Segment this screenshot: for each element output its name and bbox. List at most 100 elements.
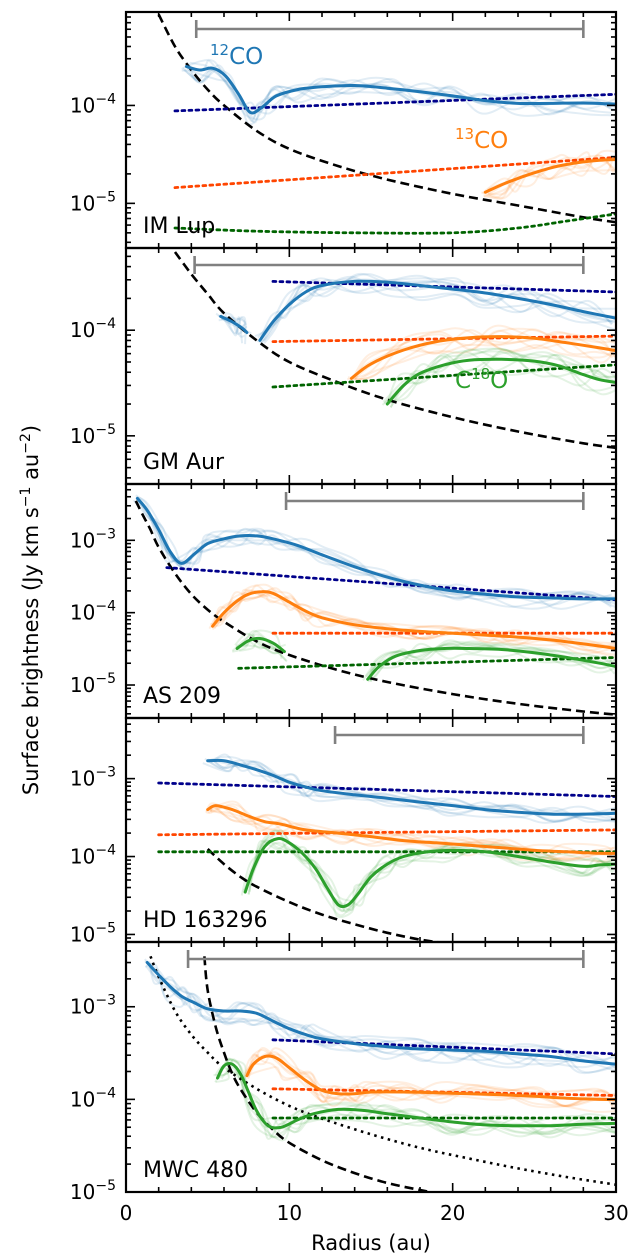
- x-axis-title: Radius (au): [311, 1231, 431, 1255]
- model-fit-12co: [165, 566, 616, 602]
- y-axis-title-sup1: −1: [18, 487, 34, 508]
- plot-area: [157, 753, 616, 942]
- y-tick-label-base: 10: [70, 93, 95, 117]
- profile-line-12co: [184, 65, 616, 115]
- y-tick-label-exponent: −3: [95, 765, 116, 781]
- sample-curve-c18o: [242, 829, 614, 913]
- model-fit-12co: [173, 92, 616, 113]
- sample-curve-c18o: [220, 1058, 616, 1138]
- sample-curve-c18o: [243, 829, 614, 917]
- limit-curve: [173, 251, 616, 450]
- plot-area: [143, 955, 616, 1192]
- sample-curve-12co: [220, 312, 246, 328]
- sample-curve-c18o: [234, 632, 285, 655]
- y-tick-label: 10−4: [70, 91, 116, 117]
- sample-curve-12co: [211, 758, 616, 822]
- sample-curve-12co: [148, 960, 616, 1069]
- sample-curve-c18o: [214, 1058, 616, 1139]
- plot-area: [157, 13, 616, 235]
- model-fit-12co: [271, 1038, 616, 1056]
- sample-curve-13co: [480, 151, 616, 200]
- y-tick-label-exponent: −3: [95, 993, 116, 1009]
- sample-curve-12co: [138, 501, 616, 609]
- sample-curve-c18o: [235, 629, 283, 659]
- species-label-c18o: C18O: [455, 365, 508, 394]
- sample-curve-13co: [213, 583, 616, 648]
- sample-curve-12co: [259, 278, 616, 341]
- species-label-superscript: 13: [455, 125, 474, 143]
- sample-curve-13co: [485, 149, 616, 200]
- y-axis-title-sup2: −2: [18, 433, 34, 454]
- y-tick-label-exponent: −4: [95, 599, 116, 615]
- sample-curve-13co: [488, 156, 615, 196]
- panel-label: IM Lup: [143, 214, 215, 239]
- panel-label: AS 209: [143, 684, 221, 709]
- species-label-superscript: 12: [210, 41, 229, 59]
- y-tick-label-base: 10: [70, 845, 95, 869]
- limit-curve: [157, 13, 616, 224]
- sample-curve-12co: [137, 496, 614, 610]
- profile-line-12co: [258, 279, 616, 342]
- panel-frame: [124, 10, 618, 250]
- model-fit-13co: [157, 828, 616, 837]
- profile-line-c18o: [366, 646, 616, 681]
- profile-line-12co: [145, 961, 616, 1066]
- panel-gm-aur: 10−510−4GM Aur: [70, 246, 618, 486]
- profile-line-12co: [135, 496, 616, 601]
- y-tick-label: 10−5: [70, 189, 116, 215]
- y-axis-title-end: ): [19, 425, 43, 433]
- sample-curve-13co: [247, 1065, 613, 1108]
- sample-curve-c18o: [381, 351, 616, 406]
- sample-curve-12co: [254, 277, 613, 337]
- x-tick-label: 0: [120, 1201, 133, 1225]
- profile-line-c18o: [385, 357, 616, 406]
- y-tick-label: 10−5: [70, 422, 116, 448]
- sample-curve-13co: [209, 810, 616, 861]
- model-fit-c18o: [173, 212, 616, 235]
- y-tick-label-exponent: −5: [95, 1178, 116, 1194]
- y-tick-label-base: 10: [70, 1087, 95, 1111]
- panel-label: MWC 480: [143, 1158, 248, 1183]
- y-tick-label-exponent: −4: [95, 91, 116, 107]
- profile-line-13co: [206, 804, 616, 855]
- y-tick-label-base: 10: [70, 601, 95, 625]
- sample-curve-c18o: [391, 350, 616, 403]
- y-tick-label-exponent: −5: [95, 920, 116, 936]
- model-fit-c18o: [237, 656, 616, 670]
- sample-curve-13co: [354, 329, 613, 381]
- panel-im-lup: 10−510−4IM Lup: [70, 10, 618, 250]
- profile-line-12co: [219, 314, 249, 335]
- model-fit-13co: [173, 156, 616, 189]
- y-tick-label-base: 10: [70, 424, 95, 448]
- panel-frame: [124, 940, 618, 1194]
- sample-curve-13co: [483, 156, 616, 198]
- y-tick-label: 10−3: [70, 765, 116, 791]
- x-tick-label: 30: [603, 1201, 628, 1225]
- species-label-text: CO: [229, 44, 263, 70]
- y-tick-label-base: 10: [70, 995, 95, 1019]
- y-tick-label: 10−3: [70, 526, 116, 552]
- sample-curve-13co: [347, 328, 616, 381]
- sample-curve-13co: [213, 591, 616, 659]
- sample-curve-13co: [354, 327, 616, 379]
- sample-curve-12co: [183, 68, 616, 124]
- sample-curve-12co: [220, 315, 245, 338]
- profile-line-c18o: [216, 1062, 616, 1130]
- sample-curve-13co: [244, 1048, 616, 1108]
- limit-curve: [134, 500, 616, 716]
- y-tick-label-base: 10: [70, 191, 95, 215]
- x-tick-label: 20: [440, 1201, 465, 1225]
- y-tick-label-exponent: −5: [95, 671, 116, 687]
- y-tick-label-exponent: −4: [95, 316, 116, 332]
- y-axis-title-mid: au: [19, 454, 43, 487]
- sample-curve-12co: [207, 755, 612, 823]
- plot-area: [132, 494, 616, 716]
- sample-curve-c18o: [362, 640, 616, 681]
- y-tick-label: 10−4: [70, 599, 116, 625]
- model-fit-12co: [157, 781, 616, 798]
- y-tick-label: 10−5: [70, 671, 116, 697]
- sample-curve-c18o: [214, 1065, 613, 1140]
- y-tick-label: 10−5: [70, 920, 116, 946]
- sample-curve-13co: [205, 802, 616, 864]
- x-axis: Radius (au) 0 10 20 30: [120, 1201, 629, 1255]
